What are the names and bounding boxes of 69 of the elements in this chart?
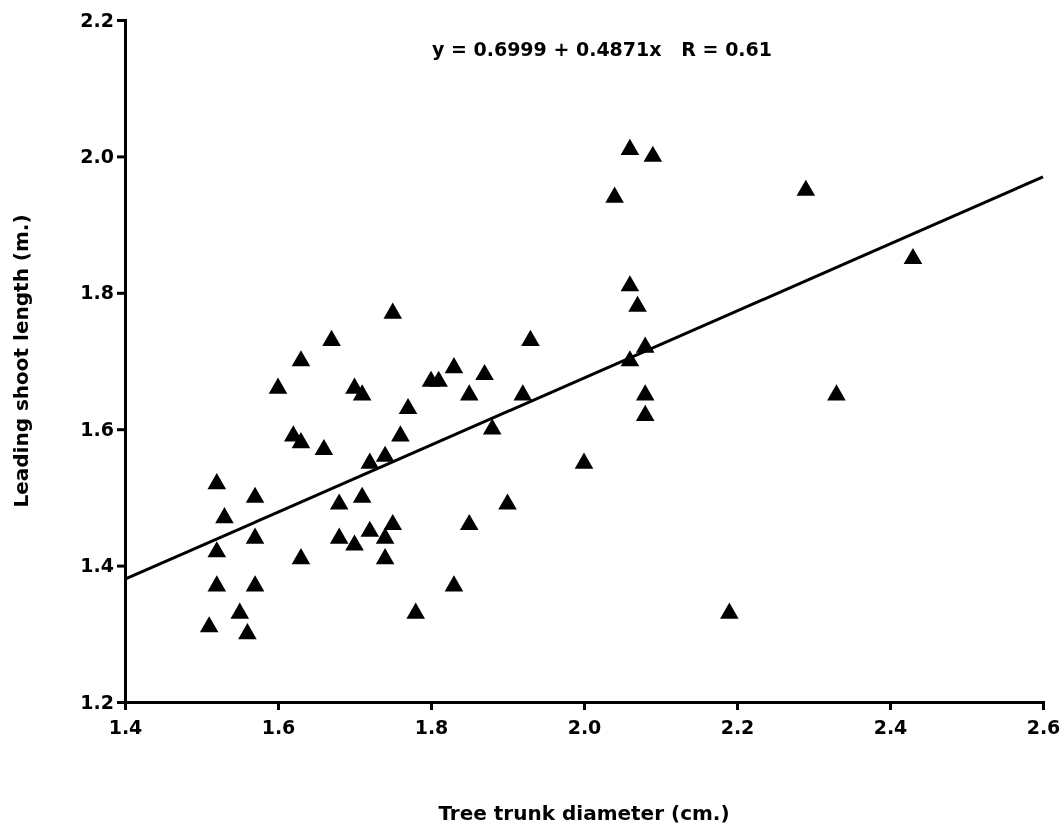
point <box>215 507 234 524</box>
point <box>643 145 663 162</box>
point <box>375 445 395 462</box>
point <box>635 384 655 401</box>
point <box>796 179 816 196</box>
point <box>360 520 380 537</box>
point <box>459 384 479 401</box>
point <box>720 602 739 619</box>
y-tick-label: 1.4 <box>80 554 114 577</box>
point <box>291 432 311 449</box>
point <box>383 513 403 531</box>
point <box>230 602 250 619</box>
x-tick-label: 2.4 <box>873 715 908 738</box>
point <box>207 541 227 558</box>
point <box>444 357 464 374</box>
point <box>628 295 647 312</box>
y-tick-label: 1.2 <box>80 690 114 713</box>
point <box>475 363 494 381</box>
point <box>245 527 265 544</box>
point <box>620 275 640 292</box>
point <box>827 384 846 401</box>
y-tick-label: 1.6 <box>80 417 114 440</box>
point <box>903 247 923 265</box>
x-tick-label: 2.2 <box>720 715 755 738</box>
point <box>291 548 311 565</box>
point <box>314 438 334 456</box>
y-tick-label: 2.0 <box>80 144 114 167</box>
point <box>322 329 341 346</box>
point <box>398 397 418 415</box>
point <box>605 186 624 203</box>
point <box>375 527 395 544</box>
x-tick-label: 1.8 <box>414 715 449 738</box>
point <box>521 329 540 346</box>
point <box>406 602 426 619</box>
point <box>345 534 364 551</box>
point <box>329 527 349 544</box>
y-axis-title: Leading shoot length (m.) <box>9 214 33 508</box>
point <box>329 493 349 510</box>
x-tick-label: 2.0 <box>567 715 602 738</box>
point <box>513 384 533 401</box>
point <box>352 384 372 401</box>
x-axis-title: Tree trunk diameter (cm.) <box>438 801 730 825</box>
x-tick-label: 2.6 <box>1026 715 1061 738</box>
point <box>207 575 227 592</box>
point <box>268 377 288 394</box>
point <box>459 513 479 531</box>
point <box>635 404 655 421</box>
point <box>391 425 410 442</box>
x-tick-label: 1.4 <box>108 715 143 738</box>
point <box>238 623 257 640</box>
x-tick-label: 1.6 <box>261 715 296 738</box>
point <box>383 302 403 319</box>
point <box>207 473 227 490</box>
y-tick-label: 1.8 <box>80 281 114 304</box>
point <box>245 486 265 503</box>
point <box>199 616 219 633</box>
point <box>498 493 517 510</box>
point <box>429 370 448 387</box>
point <box>245 575 265 592</box>
y-tick-label: 2.2 <box>80 8 114 31</box>
point <box>352 486 372 503</box>
point <box>375 548 395 565</box>
point <box>291 350 311 367</box>
annotation: y = 0.6999 + 0.4871x R = 0.61 <box>431 38 773 60</box>
point <box>482 418 502 435</box>
point <box>444 575 464 592</box>
point <box>360 452 380 469</box>
point <box>574 452 594 469</box>
point <box>620 138 640 155</box>
